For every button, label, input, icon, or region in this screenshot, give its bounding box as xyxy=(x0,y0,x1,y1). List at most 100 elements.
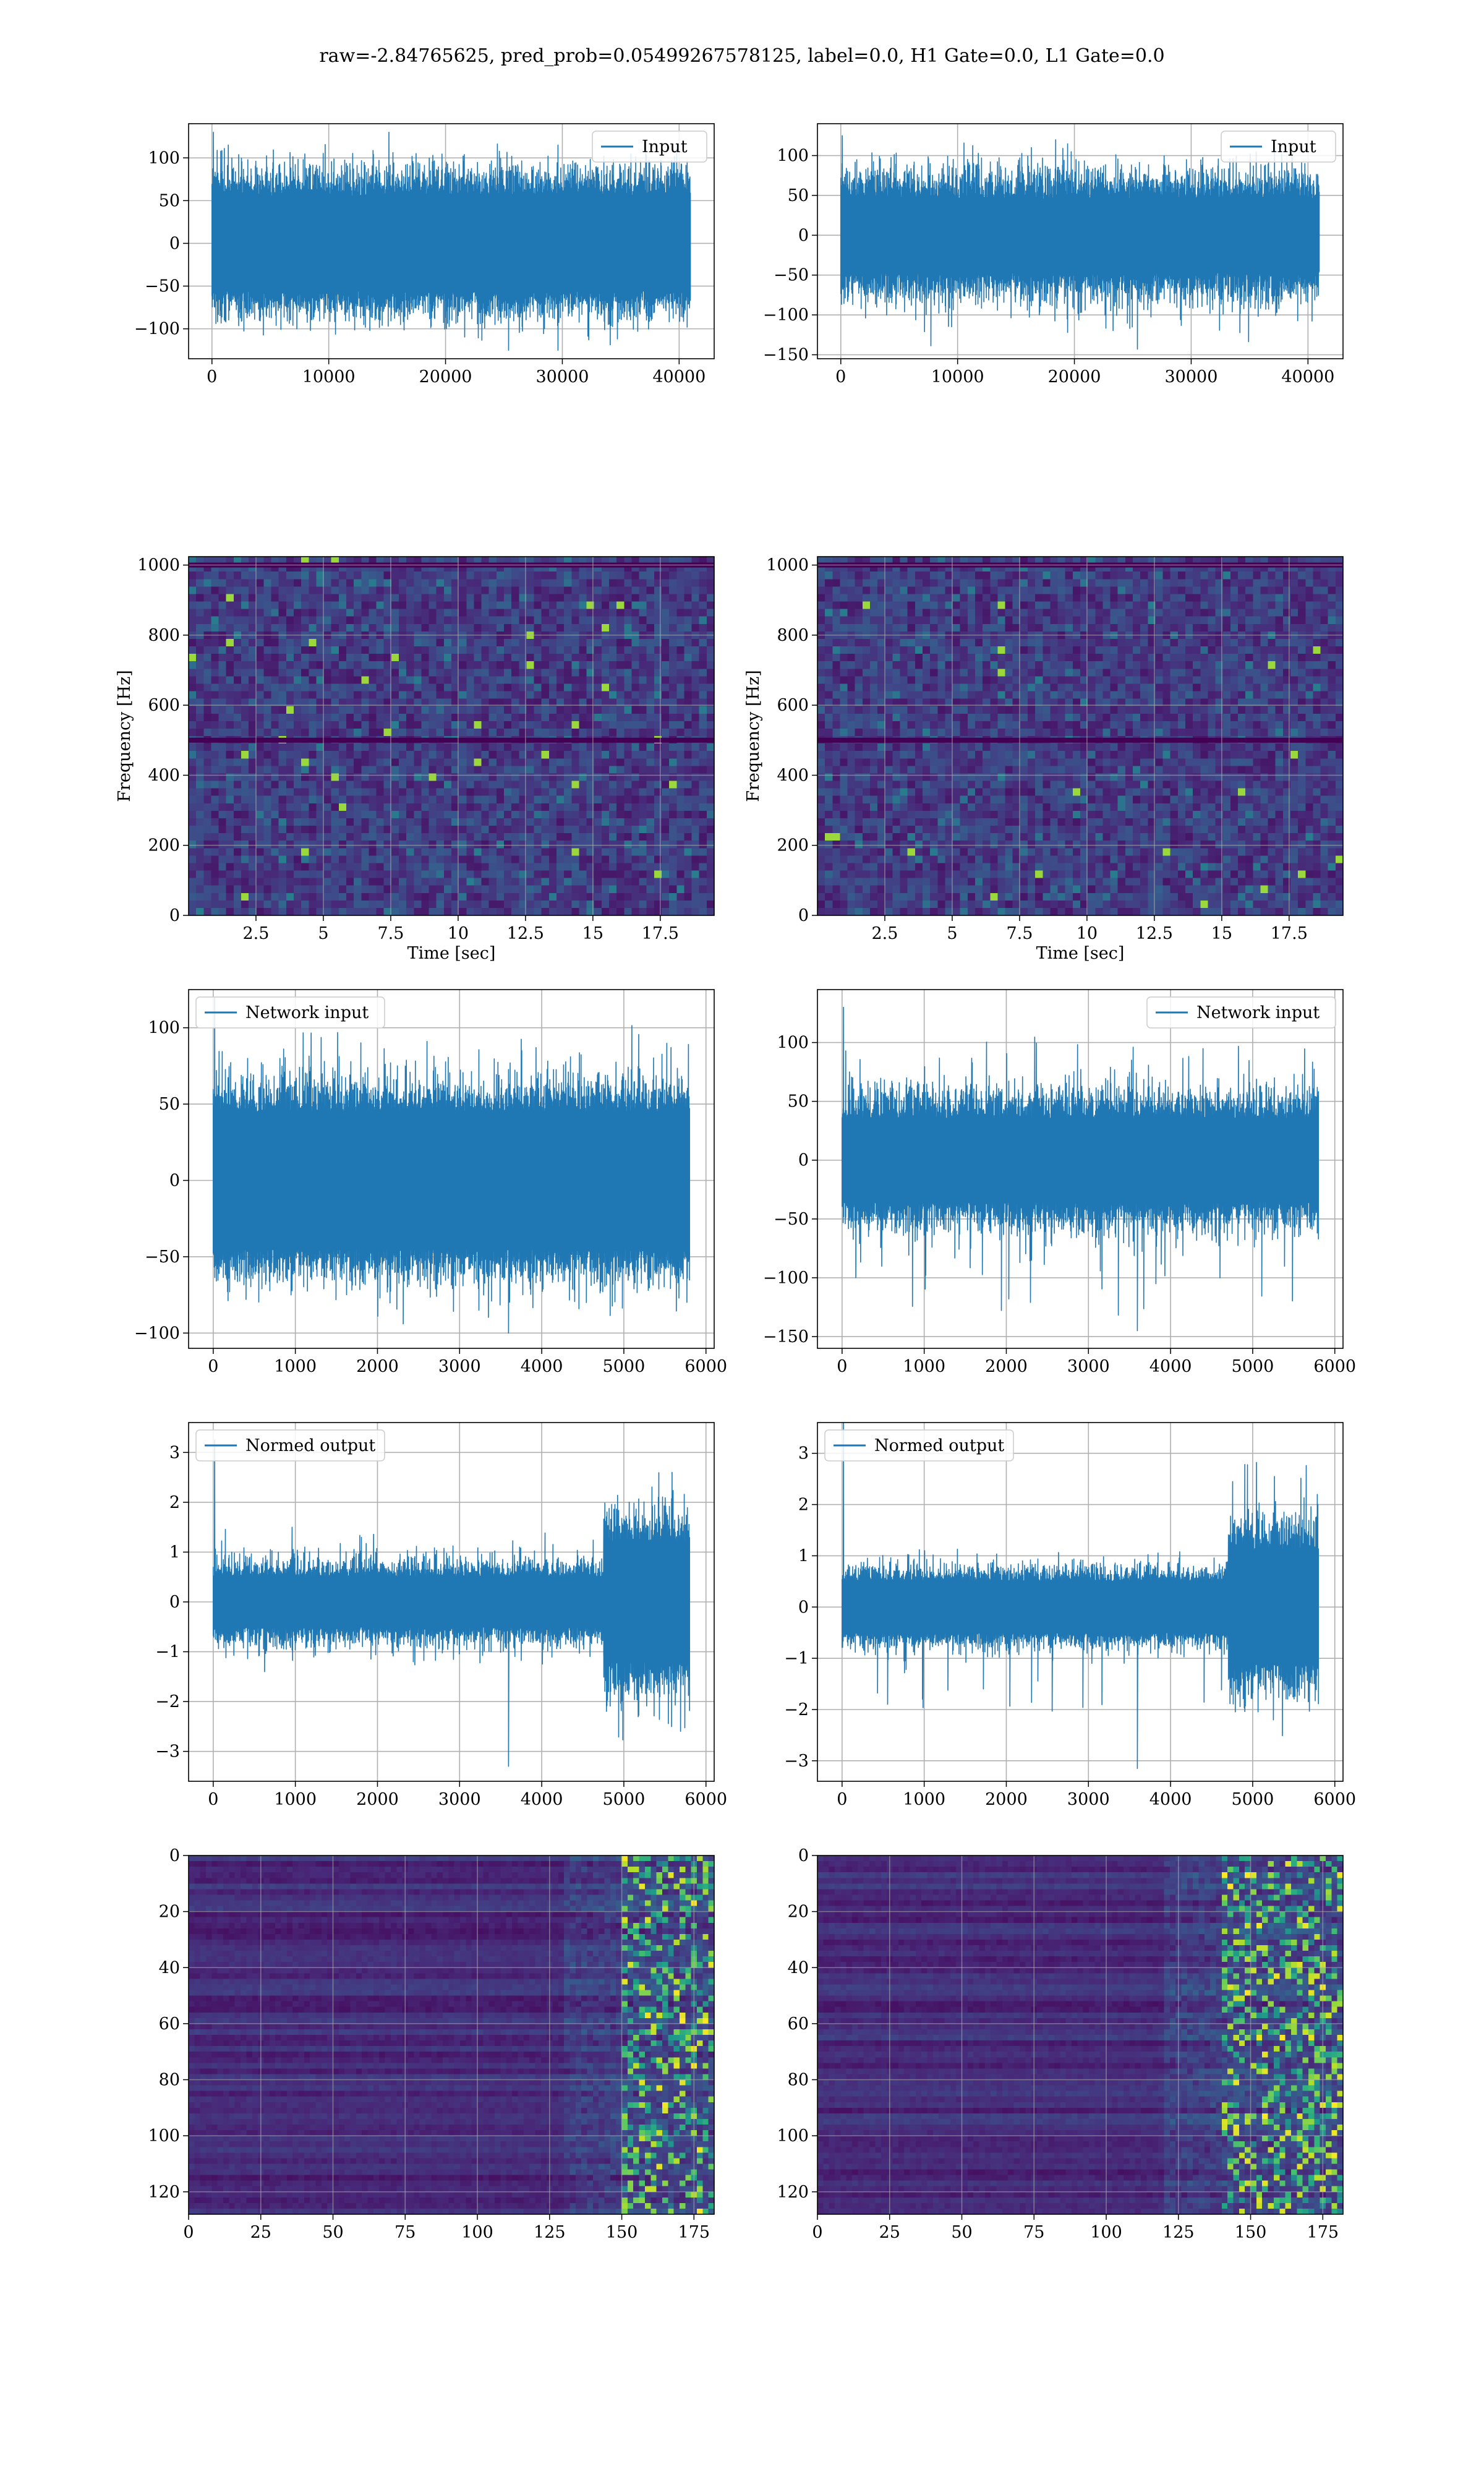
heatmap-cell xyxy=(1320,579,1329,587)
heatmap-cell xyxy=(429,810,437,819)
heatmap-cell xyxy=(211,900,220,909)
heatmap-cell xyxy=(639,721,647,729)
heatmap-cell xyxy=(429,833,437,841)
heatmap-cell xyxy=(631,900,640,909)
heatmap-cell xyxy=(684,654,693,662)
heatmap-cell xyxy=(421,863,430,871)
heatmap-cell xyxy=(541,885,550,894)
heatmap-cell xyxy=(301,557,309,565)
heatmap-cell xyxy=(488,706,497,714)
heatmap-cell xyxy=(699,601,707,610)
heatmap-cell xyxy=(1245,623,1253,632)
heatmap-cell xyxy=(930,594,938,602)
heatmap-cell xyxy=(930,609,938,617)
heatmap-cell xyxy=(548,766,557,774)
heatmap-cell xyxy=(556,892,565,901)
heatmap-cell xyxy=(443,661,452,669)
heatmap-cell xyxy=(1335,691,1344,700)
heatmap-cell xyxy=(286,571,294,580)
heatmap-cell xyxy=(706,713,715,722)
heatmap-cell xyxy=(1065,646,1073,654)
heatmap-cell xyxy=(429,601,437,610)
heatmap-cell xyxy=(511,661,519,669)
heatmap-cell xyxy=(684,713,693,722)
heatmap-cell xyxy=(691,623,700,632)
heatmap-cell xyxy=(466,743,475,751)
heatmap-cell xyxy=(421,661,430,669)
heatmap-cell xyxy=(1298,654,1306,662)
heatmap-cell xyxy=(676,788,685,797)
heatmap-cell xyxy=(937,713,946,722)
heatmap-cell xyxy=(459,848,467,856)
heatmap-cell xyxy=(369,892,377,901)
heatmap-cell xyxy=(541,683,550,692)
heatmap-cell xyxy=(203,766,212,774)
heatmap-cell xyxy=(1222,623,1231,632)
heatmap-cell xyxy=(436,826,445,834)
heatmap-cell xyxy=(278,654,287,662)
heatmap-cell xyxy=(346,795,354,804)
heatmap-cell xyxy=(309,885,317,894)
heatmap-cell xyxy=(1208,669,1216,677)
heatmap-cell xyxy=(196,698,204,707)
heatmap-cell xyxy=(967,616,976,625)
heatmap-cell xyxy=(877,571,885,580)
heatmap-cell xyxy=(654,863,662,871)
heatmap-cell xyxy=(459,907,467,916)
heatmap-cell xyxy=(511,788,519,797)
heatmap-cell xyxy=(1170,616,1179,625)
heatmap-cell xyxy=(601,616,610,625)
heatmap-cell xyxy=(983,571,991,580)
heatmap-cell xyxy=(511,609,519,617)
heatmap-cell xyxy=(1200,661,1209,669)
heatmap-cell xyxy=(616,810,625,819)
heatmap-cell xyxy=(421,773,430,782)
heatmap-cell xyxy=(459,743,467,751)
heatmap-cell xyxy=(579,691,587,700)
heatmap-cell xyxy=(699,810,707,819)
heatmap-cell xyxy=(233,609,242,617)
heatmap-cell xyxy=(1230,654,1239,662)
heatmap-cell xyxy=(646,654,655,662)
heatmap-cell xyxy=(571,669,580,677)
heatmap-cell xyxy=(346,758,354,766)
heatmap-cell xyxy=(832,654,841,662)
heatmap-cell xyxy=(1035,638,1043,647)
heatmap-cell xyxy=(414,557,422,565)
heatmap-cell xyxy=(1110,594,1119,602)
heatmap-cell xyxy=(451,638,459,647)
heatmap-cell xyxy=(1298,683,1306,692)
heatmap-cell xyxy=(369,691,377,700)
heatmap-cell xyxy=(346,557,354,565)
heatmap-cell xyxy=(196,676,204,685)
heatmap-cell xyxy=(496,713,505,722)
heatmap-cell xyxy=(646,661,655,669)
heatmap-cell xyxy=(706,848,715,856)
heatmap-cell xyxy=(571,900,580,909)
heatmap-cell xyxy=(1133,609,1141,617)
heatmap-cell xyxy=(241,795,249,804)
heatmap-cell xyxy=(937,594,946,602)
heatmap-cell xyxy=(354,900,362,909)
heatmap-cell xyxy=(286,863,294,871)
heatmap-cell xyxy=(241,728,249,737)
heatmap-cell xyxy=(218,683,227,692)
heatmap-cell xyxy=(233,728,242,737)
heatmap-cell xyxy=(1320,676,1329,685)
heatmap-cell xyxy=(376,758,385,766)
heatmap-cell xyxy=(654,579,662,587)
heatmap-cell xyxy=(474,676,482,685)
heatmap-cell xyxy=(937,676,946,685)
heatmap-cell xyxy=(579,683,587,692)
heatmap-cell xyxy=(233,855,242,864)
heatmap-cell xyxy=(249,863,257,871)
heatmap-cell xyxy=(923,594,931,602)
heatmap-cell xyxy=(189,751,197,759)
heatmap-cell xyxy=(309,826,317,834)
heatmap-cell xyxy=(594,609,602,617)
heatmap-cell xyxy=(196,885,204,894)
heatmap-cell xyxy=(511,601,519,610)
heatmap-cell xyxy=(354,586,362,595)
heatmap-cell xyxy=(256,623,265,632)
heatmap-cell xyxy=(1162,706,1171,714)
